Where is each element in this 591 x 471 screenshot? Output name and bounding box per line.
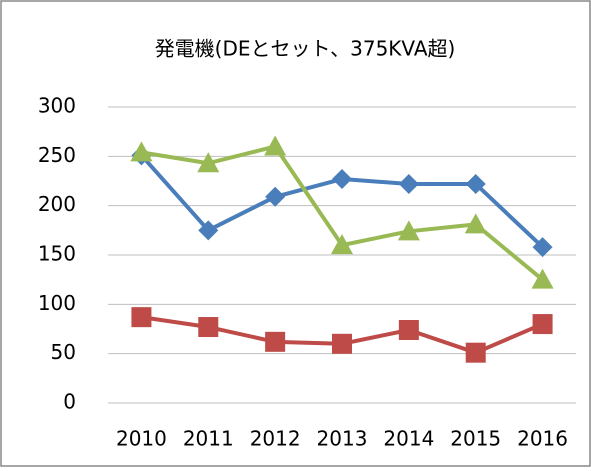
- point-marker: [397, 220, 420, 241]
- point-marker: [532, 314, 553, 335]
- point-marker: [465, 173, 486, 194]
- y-tick-label: 0: [63, 390, 76, 414]
- x-tick-label: 2013: [317, 427, 368, 451]
- point-marker: [332, 169, 352, 190]
- point-marker: [531, 268, 554, 289]
- y-tick-label: 300: [38, 94, 76, 118]
- y-tick-label: 100: [38, 291, 76, 315]
- x-tick-label: 2016: [517, 427, 568, 451]
- y-tick-label: 200: [38, 192, 76, 216]
- x-tick-label: 2015: [450, 427, 501, 451]
- x-tick-label: 2010: [116, 427, 167, 451]
- y-tick-label: 50: [51, 340, 76, 364]
- chart-title: 発電機(DEとセット、375KVA超): [155, 37, 456, 61]
- point-marker: [264, 135, 287, 156]
- point-marker: [198, 317, 219, 338]
- point-marker: [197, 152, 220, 173]
- point-marker: [398, 319, 419, 340]
- point-marker: [465, 342, 486, 363]
- point-marker: [332, 333, 352, 354]
- point-marker: [130, 141, 153, 162]
- point-marker: [198, 220, 219, 241]
- x-tick-label: 2014: [383, 427, 434, 451]
- x-tick-label: 2012: [250, 427, 301, 451]
- point-marker: [532, 237, 553, 258]
- point-marker: [331, 234, 353, 255]
- y-tick-label: 250: [38, 143, 76, 167]
- y-tick-label: 150: [38, 242, 76, 266]
- point-marker: [398, 173, 419, 194]
- point-marker: [265, 331, 286, 352]
- x-tick-label: 2011: [183, 427, 234, 451]
- point-marker: [131, 307, 152, 328]
- point-marker: [265, 186, 286, 207]
- point-marker: [464, 213, 487, 234]
